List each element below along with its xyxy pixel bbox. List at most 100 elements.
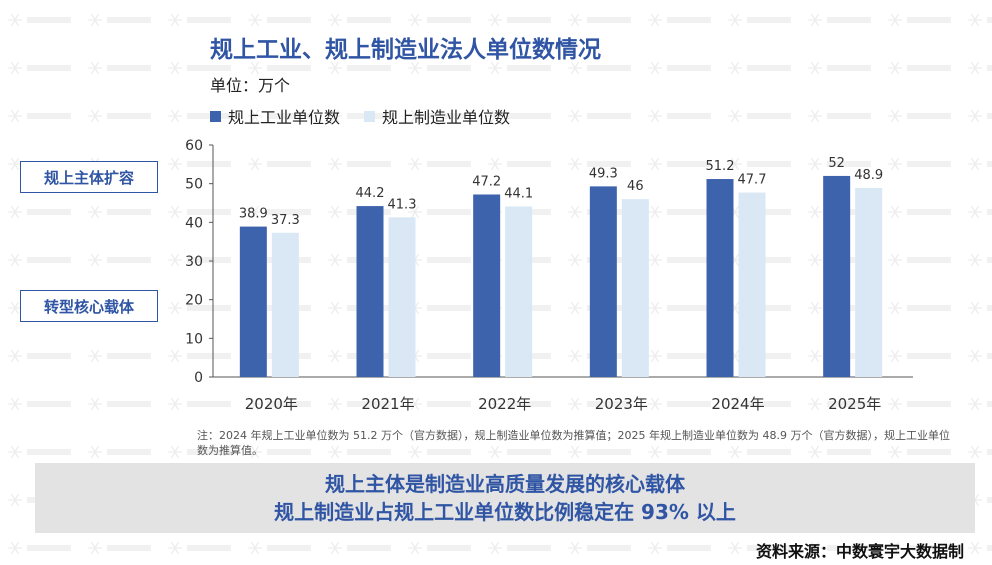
bar-industry — [823, 175, 851, 377]
watermark-mark — [488, 397, 551, 411]
watermark-mark — [168, 349, 231, 363]
data-label: 48.9 — [854, 168, 883, 183]
watermark-mark — [248, 445, 311, 459]
watermark-mark — [88, 445, 151, 459]
watermark-mark — [968, 253, 992, 267]
watermark-mark — [888, 13, 951, 27]
watermark-mark — [648, 61, 711, 75]
watermark-mark — [248, 397, 311, 411]
watermark-mark — [408, 205, 471, 219]
watermark-mark — [888, 541, 951, 555]
watermark-mark — [248, 541, 311, 555]
watermark-mark — [968, 157, 992, 171]
watermark-mark — [408, 157, 471, 171]
watermark-mark — [968, 541, 992, 555]
watermark-mark — [648, 445, 711, 459]
bar-manufacturing — [388, 217, 416, 377]
data-label: 38.9 — [239, 207, 268, 222]
watermark-mark — [408, 445, 471, 459]
y-tick-label: 60 — [185, 138, 203, 154]
watermark-mark — [888, 205, 951, 219]
watermark-mark — [168, 397, 231, 411]
x-tick-label: 2023年 — [595, 395, 648, 413]
side-tag-expansion: 规上主体扩容 — [20, 161, 158, 193]
y-tick-label: 10 — [185, 331, 203, 347]
watermark-mark — [568, 157, 631, 171]
banner-line-1: 规上主体是制造业高质量发展的核心载体 — [325, 472, 685, 496]
watermark-mark — [568, 541, 631, 555]
watermark-mark — [168, 157, 231, 171]
watermark-mark — [888, 61, 951, 75]
watermark-mark — [568, 109, 631, 123]
legend-swatch-manufacturing — [364, 110, 376, 122]
data-label: 47.7 — [738, 173, 767, 188]
watermark-mark — [808, 61, 871, 75]
watermark-mark — [88, 349, 151, 363]
watermark-mark — [968, 205, 992, 219]
legend-swatch-industry — [210, 110, 221, 122]
watermark-mark — [488, 445, 551, 459]
data-label: 51.2 — [706, 159, 735, 174]
chart-title: 规上工业、规上制造业法人单位数情况 — [210, 37, 601, 63]
data-label: 47.2 — [472, 174, 501, 189]
bar-industry — [706, 179, 734, 377]
watermark-mark — [408, 397, 471, 411]
watermark-mark — [248, 13, 311, 27]
legend-item-manufacturing: 规上制造业单位数 — [364, 104, 510, 128]
watermark-mark — [648, 109, 711, 123]
watermark-mark — [8, 13, 71, 27]
watermark-mark — [328, 13, 391, 27]
watermark-mark — [168, 253, 231, 267]
watermark-mark — [648, 253, 711, 267]
bar-manufacturing — [738, 192, 766, 377]
watermark-mark — [728, 541, 791, 555]
legend-label-manufacturing: 规上制造业单位数 — [382, 108, 511, 127]
watermark-mark — [168, 445, 231, 459]
x-tick-label: 2024年 — [711, 395, 764, 413]
legend-label-industry: 规上工业单位数 — [228, 108, 341, 127]
watermark-mark — [168, 13, 231, 27]
bar-manufacturing — [271, 232, 299, 377]
watermark-mark — [968, 109, 992, 123]
watermark-mark — [968, 445, 992, 459]
data-label: 37.3 — [271, 213, 300, 228]
watermark-mark — [88, 541, 151, 555]
watermark-mark — [8, 61, 71, 75]
watermark-mark — [248, 61, 311, 75]
watermark-mark — [8, 445, 71, 459]
watermark-mark — [8, 109, 71, 123]
y-tick-label: 0 — [194, 370, 203, 386]
watermark-mark — [648, 13, 711, 27]
footnote: 注：2024 年规上工业单位数为 51.2 万个（官方数据），规上制造业单位数为… — [197, 429, 950, 457]
data-label: 41.3 — [388, 197, 417, 212]
watermark-mark — [88, 61, 151, 75]
y-tick-label: 20 — [185, 293, 203, 309]
conclusion-banner: 规上主体是制造业高质量发展的核心载体 规上制造业占规上工业单位数比例稳定在 93… — [35, 463, 975, 533]
bar-manufacturing — [505, 206, 533, 377]
watermark-mark — [568, 397, 631, 411]
watermark-mark — [88, 253, 151, 267]
watermark-mark — [568, 445, 631, 459]
watermark-mark — [568, 61, 631, 75]
bar-industry — [356, 206, 384, 377]
x-tick-label: 2020年 — [245, 395, 298, 413]
watermark-mark — [648, 157, 711, 171]
watermark-mark — [88, 397, 151, 411]
watermark-mark — [568, 13, 631, 27]
watermark-mark — [328, 397, 391, 411]
watermark-mark — [888, 301, 951, 315]
watermark-mark — [888, 253, 951, 267]
watermark-mark — [488, 13, 551, 27]
watermark-mark — [888, 109, 951, 123]
watermark-mark — [728, 61, 791, 75]
watermark-mark — [8, 205, 71, 219]
bar-manufacturing — [621, 199, 649, 377]
watermark-mark — [168, 541, 231, 555]
watermark-mark — [328, 157, 391, 171]
watermark-mark — [808, 109, 871, 123]
y-tick-label: 30 — [185, 254, 203, 270]
watermark-mark — [248, 205, 311, 219]
watermark-mark — [888, 397, 951, 411]
bar-manufacturing — [855, 187, 883, 377]
